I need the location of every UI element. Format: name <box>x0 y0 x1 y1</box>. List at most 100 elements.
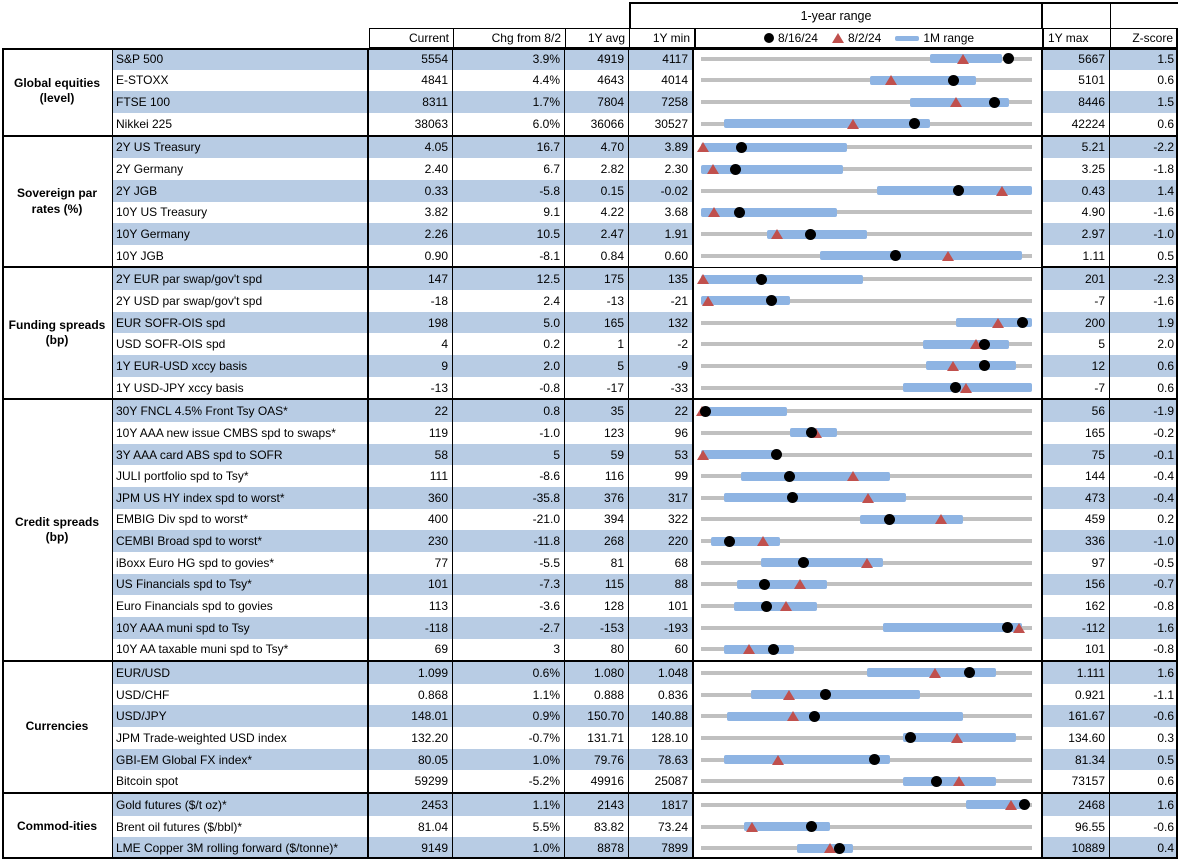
prior-date-marker <box>794 579 807 590</box>
1y-min-value-cell: 60 <box>629 638 694 661</box>
range-chart <box>694 268 1043 291</box>
prior-date-marker <box>947 360 960 371</box>
1y-max-value-cell: 10889 <box>1043 837 1110 860</box>
1y-max-value-cell: 144 <box>1043 465 1110 487</box>
one-month-range-bar <box>744 822 831 832</box>
current-value-cell: 80.05 <box>369 748 453 771</box>
prior-date-marker <box>771 754 784 765</box>
z-score-value-cell: 2.0 <box>1157 337 1174 352</box>
chg-value-cell: 2.4 <box>453 290 565 312</box>
1y-max-value-cell: 5101 <box>1043 69 1110 92</box>
table-row: 2Y USD par swap/gov't spd -18 2.4 -13 -21 -7 -… <box>113 290 1178 312</box>
1y-max-value-cell: 156 <box>1043 573 1110 596</box>
table-row: 3Y AAA card ABS spd to SOFR 58 5 59 53 75 -0.1 <box>113 443 1178 466</box>
chg-value-cell: 0.2 <box>453 333 565 356</box>
1y-max-value-cell: 200 <box>1043 311 1110 334</box>
1y-min-value-cell: 30527 <box>629 112 694 135</box>
range-chart <box>694 376 1043 399</box>
row-name-cell: 2Y Germany <box>113 158 369 180</box>
row-name-cell: Brent oil futures ($/bbl)* <box>113 815 369 838</box>
prior-date-marker <box>884 75 897 86</box>
one-month-range-bar <box>700 207 837 217</box>
row-name-cell: EMBIG Div spd to worst* <box>113 508 369 531</box>
one-year-range-track <box>700 430 1033 435</box>
1y-min-value-cell: -0.02 <box>629 179 694 202</box>
1y-max-value-cell: 12 <box>1043 355 1110 377</box>
1y-max-value-cell: 96.55 <box>1043 815 1110 838</box>
table-row: 2Y EUR par swap/gov't spd 147 12.5 175 135 20… <box>113 268 1178 291</box>
chg-value-cell: -1.0 <box>453 422 565 444</box>
row-name-cell: 10Y AAA muni spd to Tsy <box>113 616 369 639</box>
row-name-cell: 1Y USD-JPY xccy basis <box>113 376 369 399</box>
legend-item-1m-range: 1M range <box>895 31 974 45</box>
section-rows: S&P 500 5554 3.9% 4919 4117 5667 1.5 E-STOXX 484… <box>113 48 1178 135</box>
table-row: CEMBI Broad spd to worst* 230 -11.8 268 220 3… <box>113 530 1178 552</box>
current-value-cell: -118 <box>369 616 453 639</box>
one-month-range-bar <box>869 75 976 85</box>
one-month-range-bar <box>700 450 778 460</box>
table-row: Nikkei 225 38063 6.0% 36066 30527 42224 0.6 <box>113 112 1178 135</box>
chg-value-cell: -21.0 <box>453 508 565 531</box>
one-year-range-track <box>700 56 1033 61</box>
prior-date-marker <box>745 821 758 832</box>
current-value-cell: 38063 <box>369 112 453 135</box>
table-row: FTSE 100 8311 1.7% 7804 7258 8446 1.5 <box>113 91 1178 113</box>
z-score-value-cell: -1.9 <box>1110 400 1178 423</box>
row-name-cell: 10Y AAA new issue CMBS spd to swaps* <box>113 422 369 444</box>
z-score-value-cell: 0.6 <box>1157 774 1174 789</box>
range-chart <box>694 616 1043 639</box>
one-year-range-track <box>700 167 1033 172</box>
table-row: JPM US HY index spd to worst* 360 -35.8 376… <box>113 487 1178 509</box>
1y-avg-value-cell: -13 <box>565 290 629 312</box>
table-row: 2Y JGB 0.33 -5.8 0.15 -0.02 0.43 1.4 <box>113 179 1178 202</box>
current-date-marker <box>806 821 818 833</box>
chg-value-cell: 4.4% <box>453 69 565 92</box>
one-year-range-track <box>700 188 1033 193</box>
current-value-cell: 77 <box>369 551 453 574</box>
1y-min-value-cell: -21 <box>629 290 694 312</box>
chg-value-cell: 9.1 <box>453 201 565 224</box>
1y-max-value-cell: 5.21 <box>1043 136 1110 159</box>
table-row: S&P 500 5554 3.9% 4919 4117 5667 1.5 <box>113 48 1178 70</box>
1y-avg-value-cell: 59 <box>565 443 629 466</box>
one-month-range-bar <box>700 406 788 416</box>
current-value-cell: 8311 <box>369 91 453 113</box>
chg-value-cell: 16.7 <box>453 136 565 159</box>
row-name-cell: JULI portfolio spd to Tsy* <box>113 465 369 487</box>
row-name-cell: 2Y US Treasury <box>113 136 369 159</box>
one-month-range-bar <box>883 623 1023 633</box>
1y-max-value-cell: 3.25 <box>1043 158 1110 180</box>
current-value-cell: 3.82 <box>369 201 453 224</box>
1y-max-value-cell: 459 <box>1043 508 1110 531</box>
table-row: LME Copper 3M rolling forward ($/tonne)*… <box>113 837 1178 860</box>
current-date-marker <box>950 382 962 394</box>
one-month-range-bar <box>760 558 884 568</box>
current-value-cell: 4.05 <box>369 136 453 159</box>
column-header-z-score: Z-score <box>1110 28 1178 48</box>
one-month-range-bar <box>966 800 1026 810</box>
1y-min-value-cell: 3.89 <box>629 136 694 159</box>
1y-max-value-cell: -7 <box>1043 376 1110 399</box>
1y-min-value-cell: -193 <box>629 616 694 639</box>
current-value-cell: 59299 <box>369 770 453 793</box>
current-date-marker <box>758 578 770 590</box>
current-value-cell: 81.04 <box>369 815 453 838</box>
current-date-marker <box>755 273 767 285</box>
1y-max-value-cell: -112 <box>1043 616 1110 639</box>
one-month-range-bar <box>922 339 1010 349</box>
z-score-value-cell: -1.0 <box>1110 530 1178 552</box>
chg-value-cell: 2.0 <box>453 355 565 377</box>
chg-value-cell: 1.1% <box>453 794 565 816</box>
column-header-chg-from-8-2: Chg from 8/2 <box>453 28 566 48</box>
range-chart <box>694 400 1043 423</box>
one-year-range-track <box>700 824 1033 829</box>
row-name-cell: 2Y JGB <box>113 179 369 202</box>
1y-avg-value-cell: 1 <box>565 333 629 356</box>
section-global-equities-level-: Global equities (level) S&P 500 5554 3.9% 49… <box>2 48 1178 135</box>
current-value-cell: 4 <box>369 333 453 356</box>
prior-date-marker <box>701 295 714 306</box>
table-row: 2Y US Treasury 4.05 16.7 4.70 3.89 5.21 -2.2 <box>113 136 1178 159</box>
one-month-range-bar <box>926 361 1016 371</box>
z-score-value-cell: -1.6 <box>1153 205 1174 220</box>
